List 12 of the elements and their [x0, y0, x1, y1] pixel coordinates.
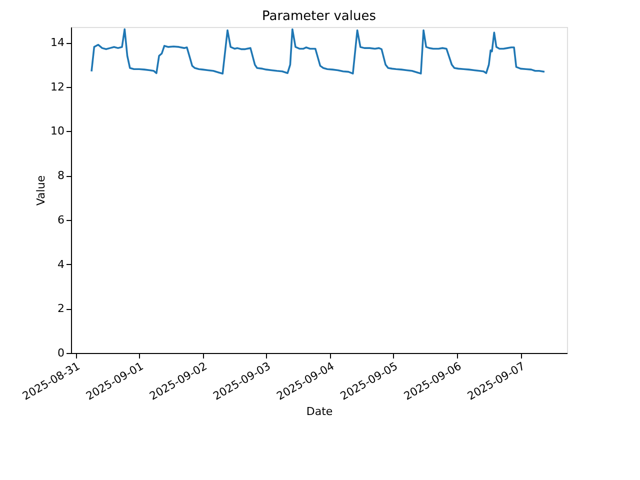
y-tick-label: 14	[50, 36, 64, 50]
y-axis-title: Value	[34, 175, 48, 206]
y-tick-label: 12	[50, 80, 64, 94]
x-axis-title: Date	[306, 404, 333, 418]
y-tick-label: 0	[58, 346, 64, 360]
line-series	[90, 28, 546, 74]
y-tick-label: 2	[58, 302, 64, 316]
y-tick-label: 8	[58, 169, 64, 182]
y-tick-label: 6	[58, 213, 64, 226]
chart-title: Parameter values	[262, 9, 376, 24]
y-tick-label: 10	[50, 124, 64, 138]
y-tick-label: 4	[58, 258, 64, 271]
